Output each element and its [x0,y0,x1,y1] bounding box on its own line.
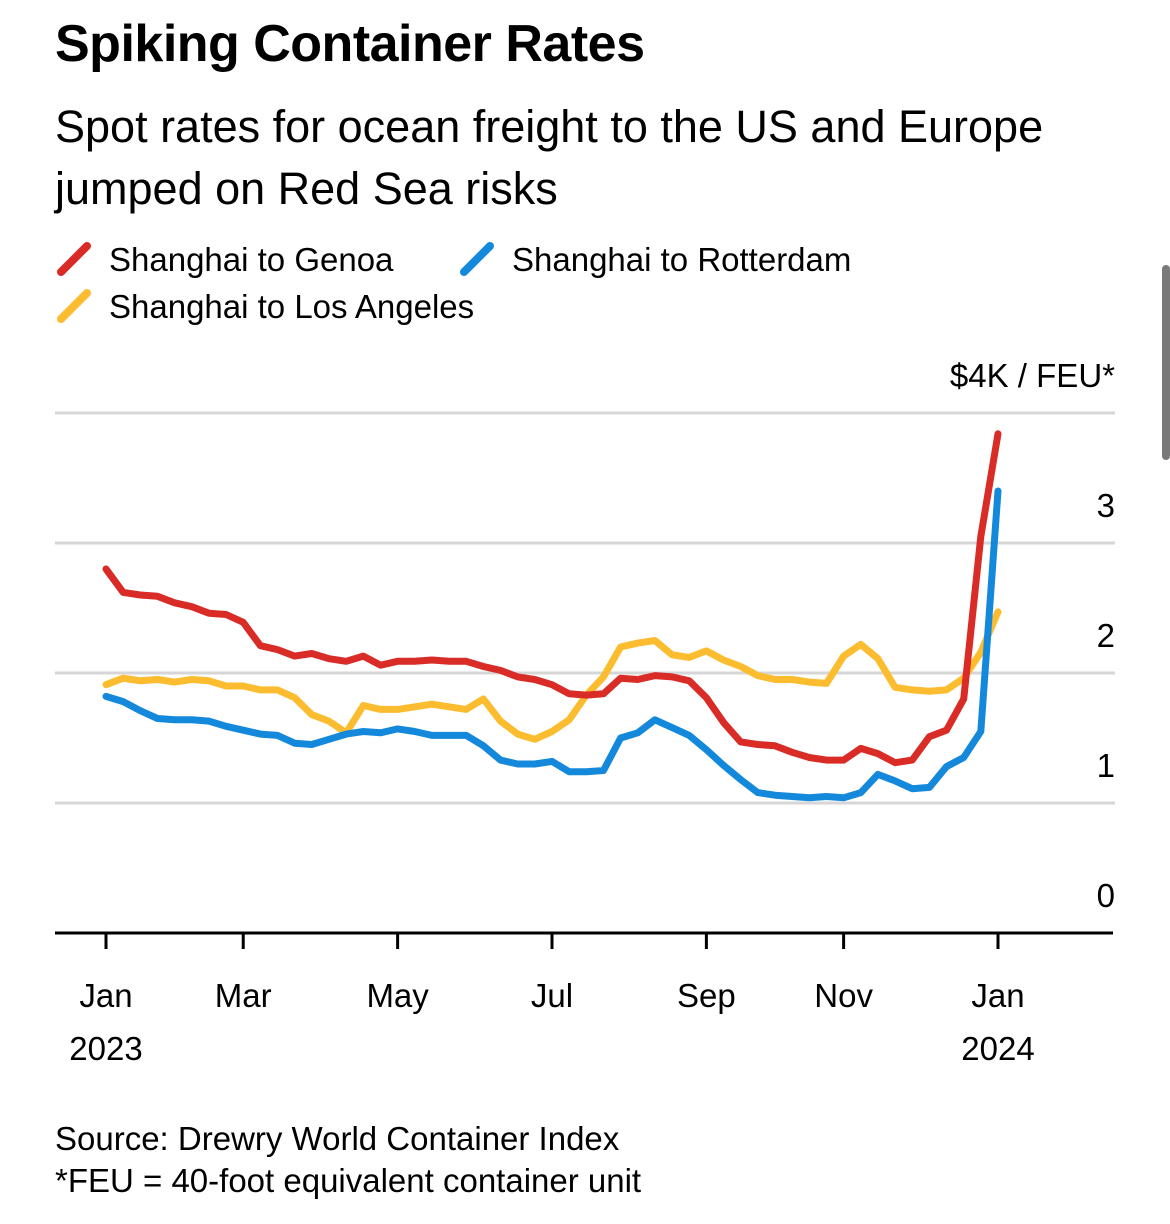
series-line-shanghai-to-rotterdam [102,487,1002,802]
x-tick-label: May [366,977,429,1014]
legend-item-genoa: Shanghai to Genoa [55,240,393,280]
legend-item-los-angeles: Shanghai to Los Angeles [55,287,474,327]
series-line-shanghai-to-los-angeles [102,608,1002,743]
y-tick-label: 2 [1097,617,1115,654]
footer: Source: Drewry World Container Index *FE… [55,1118,641,1202]
x-tick-label: Mar [215,977,272,1014]
legend-label-genoa: Shanghai to Genoa [109,241,394,278]
x-tick-year: 2024 [961,1030,1034,1067]
chart-title: Spiking Container Rates [55,15,645,73]
y-tick-label: 1 [1097,747,1115,784]
scrollbar[interactable] [1162,265,1170,460]
x-tick-label: Jan [971,977,1024,1014]
x-tick-year: 2023 [69,1030,142,1067]
series-line-shanghai-to-genoa [102,430,1002,767]
legend-label-rotterdam: Shanghai to Rotterdam [512,241,852,278]
y-axis-labels: 0 1 2 3 $4K / FEU* [950,357,1115,914]
x-tick-label: Jul [531,977,573,1014]
x-tick-label: Jan [79,977,132,1014]
x-tick-label: Sep [677,977,736,1014]
chart-subtitle: Spot rates for ocean freight to the US a… [55,101,1044,214]
legend-swatch-los-angeles [57,289,91,323]
y-tick-label: 3 [1097,487,1115,524]
x-tick-label: Nov [814,977,873,1014]
y-tick-label: 0 [1097,877,1115,914]
feu-footnote: *FEU = 40-foot equivalent container unit [55,1162,642,1199]
series-lines [102,430,1002,802]
legend-swatch-genoa [57,242,91,276]
y-tick-label: $4K / FEU* [950,357,1115,394]
source-note: Source: Drewry World Container Index [55,1120,620,1157]
legend-label-los-angeles: Shanghai to Los Angeles [109,288,475,325]
x-axis: Jan 2023 Mar May Jul Sep Nov Jan 2024 [55,931,1113,1067]
gridlines [55,411,1115,805]
legend-swatch-rotterdam [460,242,494,276]
legend-item-rotterdam: Shanghai to Rotterdam [458,240,851,280]
